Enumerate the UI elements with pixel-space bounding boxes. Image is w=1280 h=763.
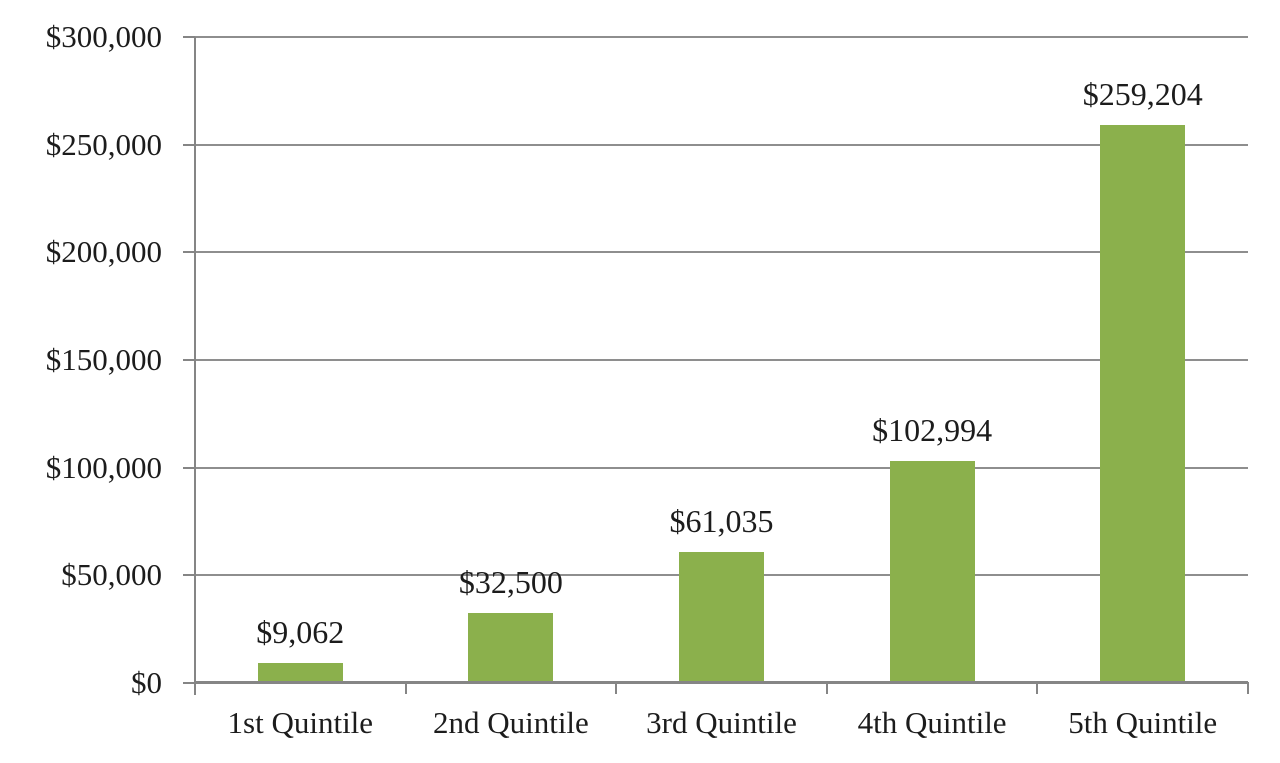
- y-axis-tick: [183, 359, 195, 361]
- gridline: [195, 359, 1248, 361]
- y-axis-tick: [183, 36, 195, 38]
- y-axis-tick: [183, 574, 195, 577]
- y-axis-tick-label: $100,000: [45, 449, 162, 485]
- category-label: 4th Quintile: [857, 705, 1007, 740]
- x-axis-tick: [1036, 682, 1039, 694]
- category-label: 1st Quintile: [227, 705, 374, 740]
- bar-value-label: $9,062: [256, 614, 345, 651]
- x-axis-line: [195, 681, 1248, 684]
- bar-value-label: $259,204: [1082, 75, 1203, 112]
- bar: [257, 663, 343, 681]
- bar: [679, 551, 764, 681]
- category-label: 5th Quintile: [1068, 705, 1218, 740]
- gridline: [195, 251, 1248, 254]
- y-axis-line: [194, 37, 196, 695]
- y-axis-tick: [183, 682, 195, 684]
- bar-value-label: $102,994: [872, 412, 993, 449]
- bar-value-label: $61,035: [669, 502, 774, 539]
- gridline: [195, 143, 1248, 146]
- y-axis-tick: [183, 143, 195, 146]
- gridline: [195, 466, 1248, 469]
- x-axis-tick: [404, 682, 407, 694]
- y-axis-tick-label: $250,000: [45, 126, 162, 162]
- bar: [1100, 124, 1186, 681]
- y-axis-tick: [183, 251, 195, 254]
- x-axis-tick: [1247, 682, 1249, 694]
- y-axis-tick-label: $200,000: [45, 234, 162, 270]
- y-axis-tick: [183, 466, 195, 469]
- y-axis-tick-label: $300,000: [45, 19, 162, 54]
- category-label: 2nd Quintile: [432, 705, 589, 740]
- category-label: 3rd Quintile: [646, 705, 797, 740]
- y-axis-tick-label: $150,000: [45, 342, 162, 377]
- bar: [889, 461, 975, 681]
- x-axis-tick: [825, 682, 828, 694]
- y-axis-tick-label: $0: [131, 665, 162, 700]
- x-axis-tick: [615, 682, 618, 694]
- y-axis-tick-label: $50,000: [61, 557, 162, 593]
- bar: [468, 613, 554, 681]
- gridline: [195, 36, 1248, 38]
- bar-value-label: $32,500: [458, 564, 563, 601]
